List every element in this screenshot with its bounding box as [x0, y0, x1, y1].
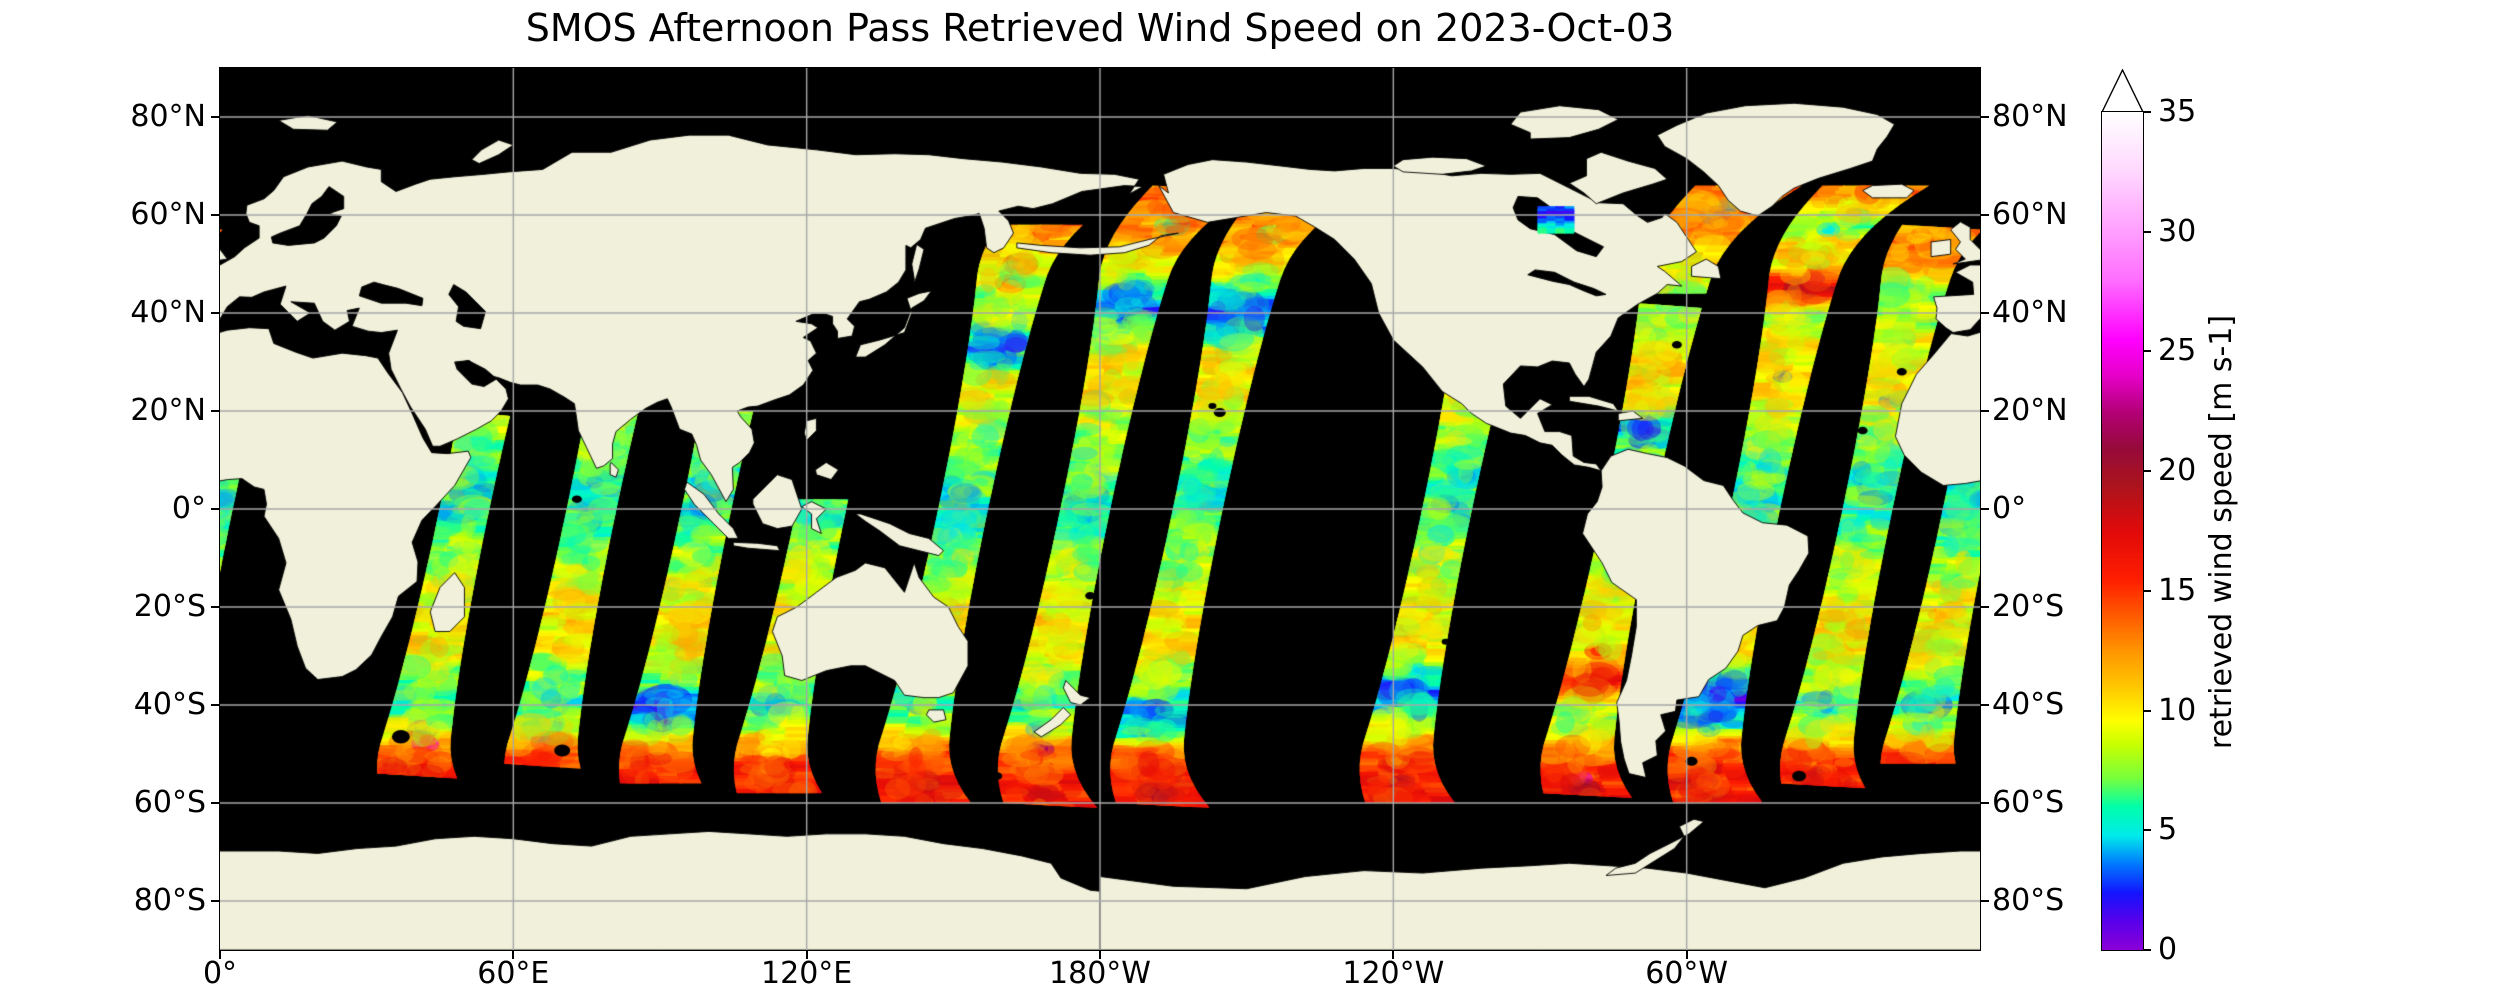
- lat-tick-mark-right: [1980, 312, 1989, 314]
- lat-tick-label-right: 40°N: [1992, 295, 2068, 330]
- colorbar-tick-label: 10: [2158, 692, 2197, 728]
- lat-tick-mark-left: [211, 704, 220, 706]
- lat-tick-label-left: 80°N: [130, 99, 206, 134]
- lat-tick-label-left: 60°S: [133, 785, 206, 820]
- colorbar-tick-mark: [2144, 470, 2151, 473]
- lat-tick-mark-left: [211, 606, 220, 608]
- lat-tick-mark-left: [211, 116, 220, 118]
- colorbar-gradient-canvas: [2102, 112, 2143, 950]
- lon-tick-mark: [1392, 950, 1395, 959]
- colorbar-over-arrow: [2101, 69, 2144, 113]
- lat-tick-mark-right: [1980, 802, 1989, 804]
- colorbar-tick-label: 35: [2158, 94, 2197, 129]
- lat-tick-mark-right: [1980, 900, 1989, 902]
- lat-tick-mark-left: [211, 410, 220, 412]
- colorbar-tick-mark: [2144, 709, 2151, 712]
- lat-tick-label-right: 80°N: [1992, 99, 2068, 134]
- colorbar-tick-mark: [2144, 111, 2151, 113]
- colorbar-tick-mark: [2144, 230, 2151, 233]
- lat-tick-mark-left: [211, 312, 220, 314]
- lon-tick-mark: [1099, 950, 1101, 959]
- lat-tick-mark-left: [211, 508, 220, 510]
- lat-tick-label-left: 40°S: [133, 687, 206, 722]
- lat-tick-mark-right: [1980, 116, 1989, 118]
- colorbar-tick-mark: [2144, 589, 2151, 592]
- lon-tick-mark: [512, 950, 515, 959]
- lon-tick-label: 60°W: [1645, 956, 1729, 991]
- lon-tick-mark: [805, 950, 808, 959]
- lat-tick-label-left: 60°N: [130, 197, 206, 232]
- colorbar-label: retrieved wind speed [m s-1]: [2204, 314, 2239, 750]
- lat-tick-label-right: 20°N: [1992, 393, 2068, 428]
- lat-tick-mark-right: [1980, 704, 1989, 706]
- lat-tick-mark-right: [1980, 606, 1989, 608]
- lon-tick-label: 60°E: [477, 956, 550, 991]
- lat-tick-label-right: 40°S: [1992, 687, 2065, 722]
- colorbar-tick-label: 15: [2158, 572, 2197, 608]
- lon-tick-label: 120°E: [761, 956, 853, 991]
- lon-tick-mark: [219, 950, 221, 959]
- lat-tick-label-right: 20°S: [1992, 589, 2065, 624]
- lat-tick-label-right: 60°N: [1992, 197, 2068, 232]
- colorbar-tick-mark: [2144, 829, 2151, 832]
- lat-tick-label-left: 20°N: [130, 393, 206, 428]
- lat-tick-label-right: 0°: [1992, 491, 2027, 526]
- lat-tick-label-left: 0°: [171, 491, 206, 526]
- colorbar-tick-label: 20: [2158, 453, 2197, 489]
- colorbar-tick-label: 30: [2158, 213, 2197, 249]
- lon-tick-label: 0°: [202, 956, 238, 991]
- colorbar-tick-label: 25: [2158, 333, 2197, 369]
- lat-tick-mark-left: [211, 900, 220, 902]
- lat-tick-label-left: 40°N: [130, 295, 206, 330]
- lat-tick-label-right: 60°S: [1992, 785, 2065, 820]
- colorbar-tick-label: 5: [2158, 812, 2178, 848]
- lat-tick-mark-right: [1980, 410, 1989, 412]
- chart-title: SMOS Afternoon Pass Retrieved Wind Speed…: [525, 6, 1675, 50]
- colorbar-tick-mark: [2144, 350, 2151, 353]
- lat-tick-label-left: 20°S: [133, 589, 206, 624]
- colorbar-tick-label: 0: [2158, 932, 2178, 967]
- world-map-canvas: [220, 68, 1980, 950]
- colorbar-tick-mark: [2144, 949, 2151, 951]
- lat-tick-mark-left: [211, 214, 220, 216]
- colorbar: [2101, 111, 2144, 951]
- lat-tick-mark-right: [1980, 508, 1989, 510]
- lon-tick-mark: [1685, 950, 1688, 959]
- lat-tick-mark-left: [211, 802, 220, 804]
- lon-tick-label: 120°W: [1342, 956, 1445, 991]
- lat-tick-label-left: 80°S: [133, 883, 206, 918]
- lon-tick-label: 180°W: [1049, 956, 1151, 991]
- lat-tick-mark-right: [1980, 214, 1989, 216]
- lat-tick-label-right: 80°S: [1992, 883, 2065, 918]
